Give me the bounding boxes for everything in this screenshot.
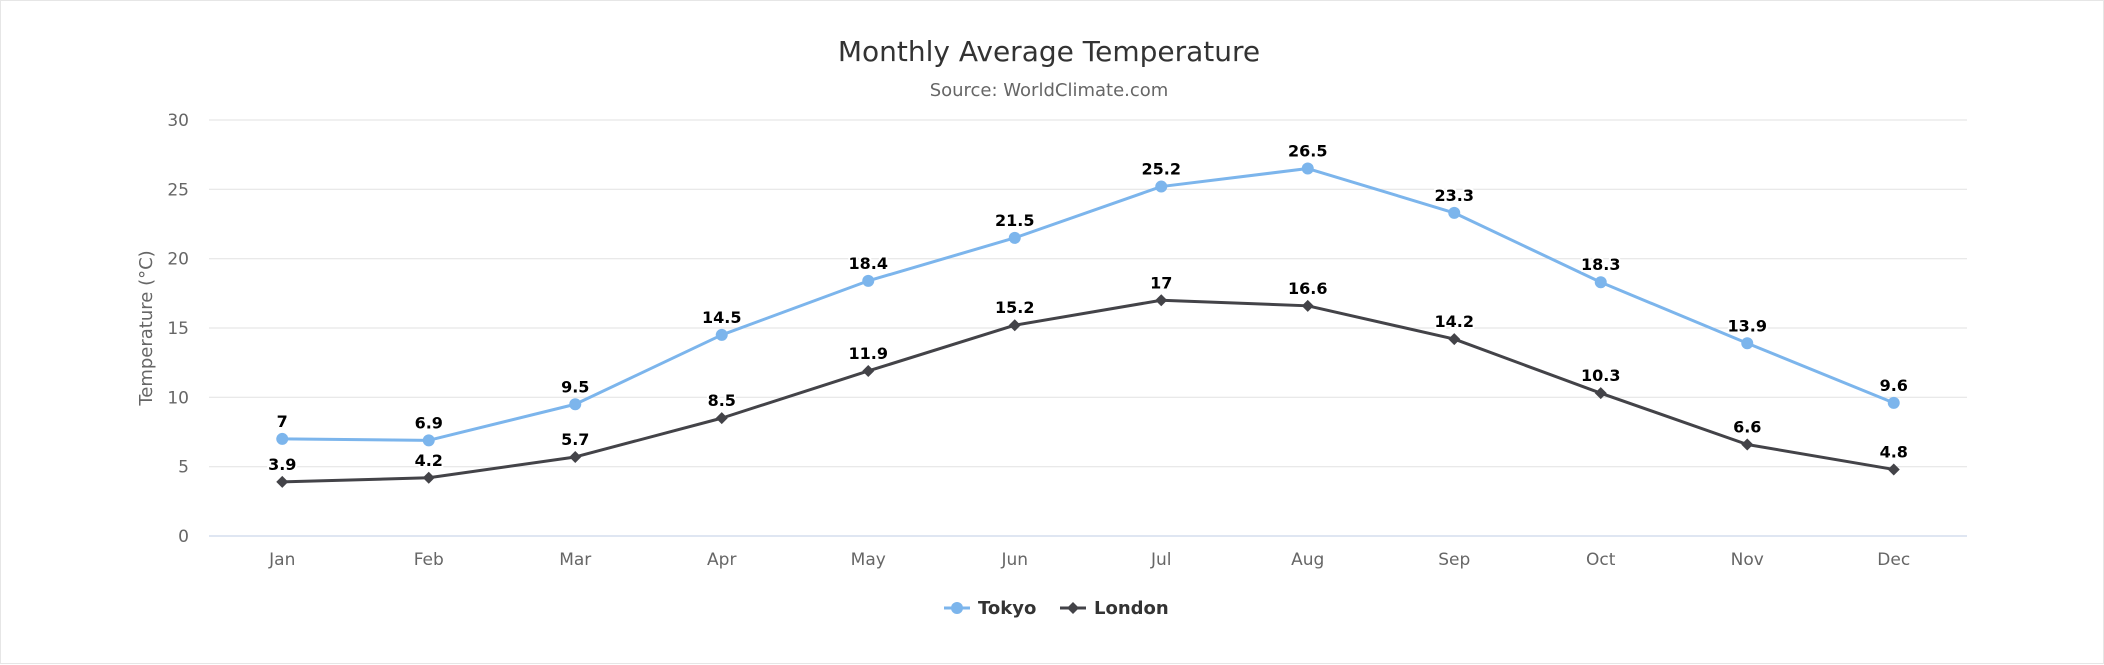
data-point[interactable] [1301,162,1314,175]
data-label: 11.9 [849,344,888,363]
x-tick-label: Mar [559,550,591,570]
data-label: 4.2 [415,451,443,470]
series-london [276,294,1900,488]
chart-title: Monthly Average Temperature [838,35,1260,68]
legend-item-london[interactable]: London [1060,598,1169,619]
data-label: 7 [277,412,288,431]
chart-subtitle: Source: WorldClimate.com [930,80,1169,101]
data-label: 5.7 [561,430,589,449]
data-label: 17 [1150,273,1172,292]
data-point[interactable] [422,471,435,484]
data-label: 3.9 [268,455,296,474]
data-point[interactable] [1155,294,1168,307]
series-group [276,162,1900,488]
data-point[interactable] [862,364,875,377]
data-label: 10.3 [1581,366,1620,385]
data-label: 21.5 [995,211,1034,230]
y-axis-title: Temperature (°C) [136,250,157,406]
data-label: 26.5 [1288,142,1327,161]
data-point[interactable] [422,434,435,447]
y-tick-label: 20 [167,250,189,270]
x-tick-label: Oct [1586,550,1616,570]
y-tick-label: 25 [167,180,189,200]
x-tick-label: Apr [707,550,736,570]
data-point[interactable] [1887,463,1900,476]
data-point[interactable] [715,412,728,425]
data-point[interactable] [1594,387,1607,400]
legend[interactable]: Tokyo London [944,598,1169,619]
x-tick-label: Sep [1438,550,1470,570]
data-point[interactable] [1155,180,1168,193]
x-tick-label: Feb [414,550,444,570]
data-point[interactable] [569,398,582,411]
legend-marker [951,602,963,614]
data-label: 8.5 [708,391,736,410]
data-label: 6.6 [1733,417,1761,436]
data-label: 18.3 [1581,255,1620,274]
data-label: 14.5 [702,308,741,327]
y-tick-label: 5 [178,458,189,478]
data-label: 23.3 [1435,186,1474,205]
series-line[interactable] [280,167,1896,442]
x-tick-label: Jan [268,550,295,570]
data-label: 15.2 [995,298,1034,317]
y-tick-label: 30 [167,111,189,131]
y-tick-label: 10 [167,388,189,408]
data-point[interactable] [1594,276,1607,289]
data-label: 6.9 [415,413,443,432]
legend-item-tokyo[interactable]: Tokyo [944,598,1036,619]
x-axis-ticks: Jan Feb Mar Apr May Jun Jul Aug Sep Oct Nov Dec [268,550,1910,570]
data-point[interactable] [1448,206,1461,219]
data-label: 16.6 [1288,279,1327,298]
data-label: 18.4 [849,254,888,273]
y-axis-ticks: 0 5 10 15 20 25 30 [167,111,189,547]
data-point[interactable] [276,432,289,445]
data-point[interactable] [715,328,728,341]
data-point[interactable] [1741,438,1754,451]
x-tick-label: May [851,550,886,570]
x-tick-label: Jul [1150,550,1172,570]
data-point[interactable] [1448,333,1461,346]
x-tick-label: Dec [1877,550,1910,570]
data-label: 9.6 [1880,376,1908,395]
x-tick-label: Aug [1291,550,1324,570]
data-point[interactable] [1887,396,1900,409]
data-label: 9.5 [561,377,589,396]
y-tick-label: 15 [167,319,189,339]
legend-label: London [1094,598,1169,619]
data-labels: 7 6.9 9.5 14.5 18.4 21.5 25.2 26.5 23.3 18.3 13.9 9… [266,140,1910,476]
data-point[interactable] [1008,231,1021,244]
data-point[interactable] [569,450,582,463]
legend-label: Tokyo [978,598,1036,619]
data-point[interactable] [1741,337,1754,350]
data-point[interactable] [862,274,875,287]
legend-marker [1067,602,1079,614]
data-label: 13.9 [1728,316,1767,335]
data-label: 4.8 [1880,442,1908,461]
x-tick-label: Jun [1000,550,1028,570]
grid-lines [209,119,1967,537]
data-label: 25.2 [1142,160,1181,179]
data-point[interactable] [1008,319,1021,332]
data-point[interactable] [276,475,289,488]
x-tick-label: Nov [1731,550,1764,570]
y-tick-label: 0 [178,527,189,547]
series-line[interactable] [280,298,1896,484]
series-tokyo [276,162,1900,447]
data-label: 14.2 [1435,312,1474,331]
data-point[interactable] [1301,299,1314,312]
